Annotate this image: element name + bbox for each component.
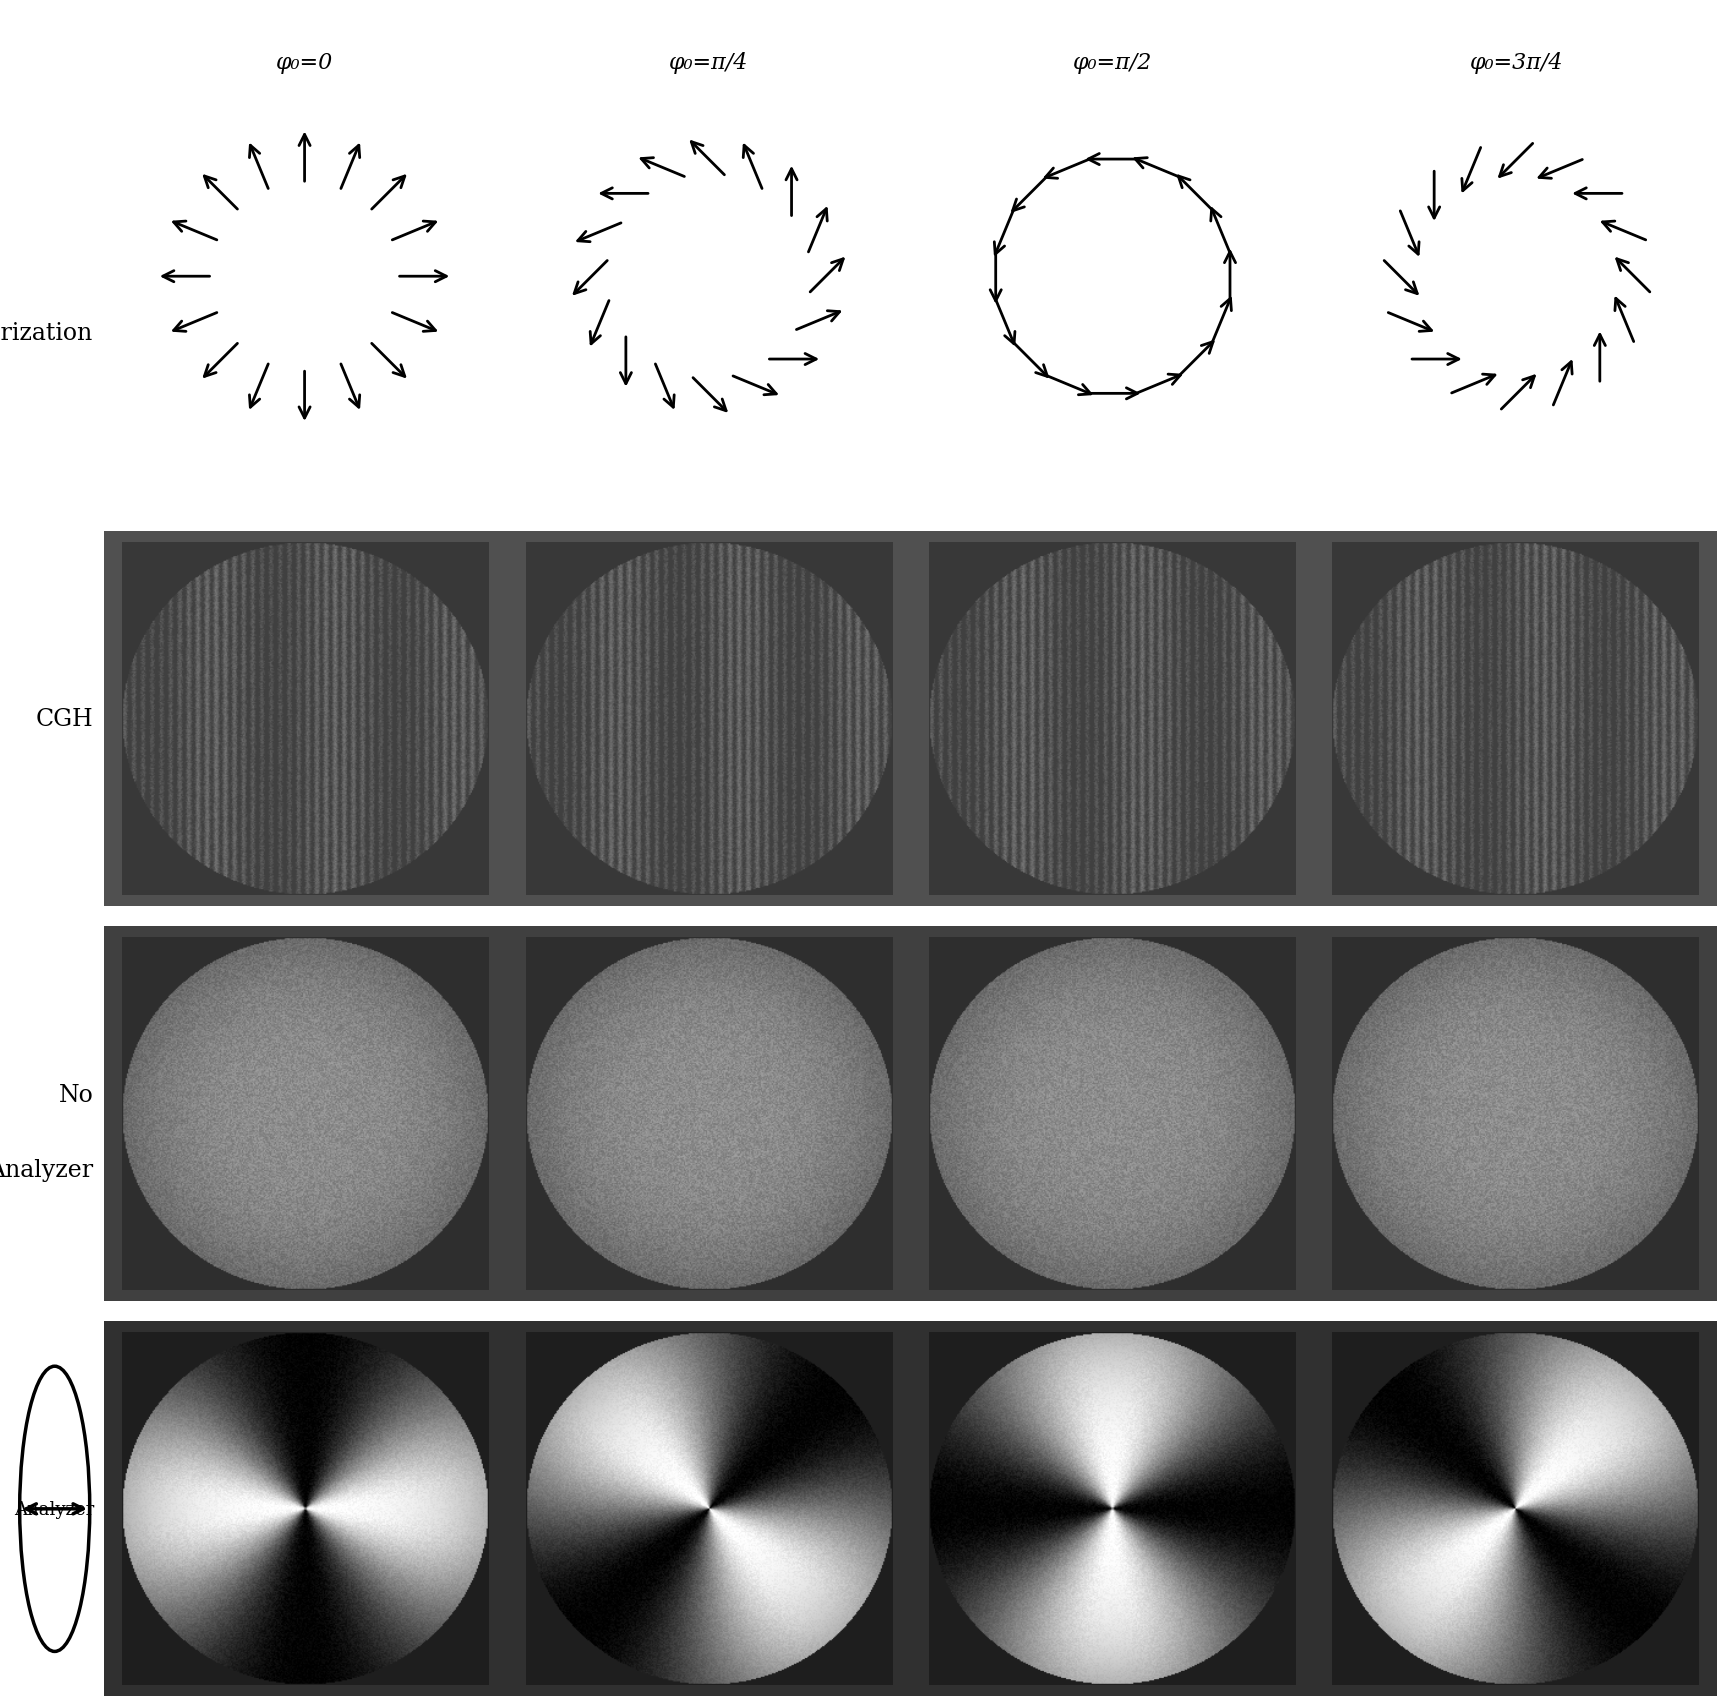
Title: φ₀=π/2: φ₀=π/2 — [1074, 51, 1153, 73]
Title: φ₀=3π/4: φ₀=3π/4 — [1471, 51, 1564, 73]
Text: CGH: CGH — [36, 708, 93, 730]
Circle shape — [19, 1366, 90, 1652]
Text: Analyzer: Analyzer — [0, 1159, 93, 1182]
Text: Analyzer: Analyzer — [14, 1500, 95, 1517]
Title: φ₀=π/4: φ₀=π/4 — [670, 51, 749, 73]
Title: φ₀=0: φ₀=0 — [276, 51, 333, 73]
Text: Polarization: Polarization — [0, 322, 93, 344]
Text: No: No — [59, 1084, 93, 1107]
